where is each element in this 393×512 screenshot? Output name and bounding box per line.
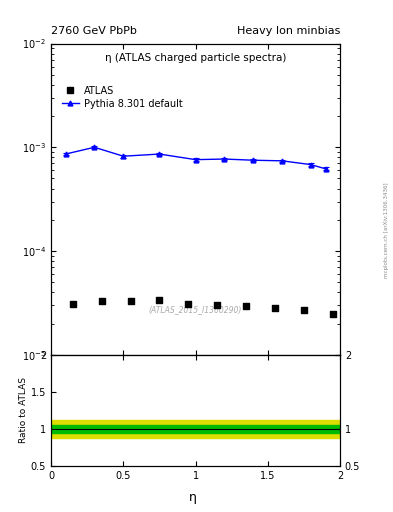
Text: η: η xyxy=(189,492,196,504)
ATLAS xyxy=(330,310,336,318)
ATLAS xyxy=(99,297,105,305)
ATLAS xyxy=(301,306,307,314)
Text: Heavy Ion minbias: Heavy Ion minbias xyxy=(237,26,340,36)
Text: 2760 GeV PbPb: 2760 GeV PbPb xyxy=(51,26,137,36)
ATLAS xyxy=(185,300,191,308)
ATLAS xyxy=(127,297,134,305)
ATLAS xyxy=(272,304,278,312)
ATLAS xyxy=(214,301,220,309)
ATLAS xyxy=(70,300,76,308)
Legend: ATLAS, Pythia 8.301 default: ATLAS, Pythia 8.301 default xyxy=(62,86,183,109)
Text: mcplots.cern.ch [arXiv:1306.3436]: mcplots.cern.ch [arXiv:1306.3436] xyxy=(384,183,389,278)
Y-axis label: Ratio to ATLAS: Ratio to ATLAS xyxy=(19,377,28,443)
Text: (ATLAS_2015_I1360290): (ATLAS_2015_I1360290) xyxy=(149,305,242,314)
ATLAS xyxy=(156,296,163,305)
ATLAS xyxy=(243,302,249,310)
Text: η (ATLAS charged particle spectra): η (ATLAS charged particle spectra) xyxy=(105,53,286,63)
